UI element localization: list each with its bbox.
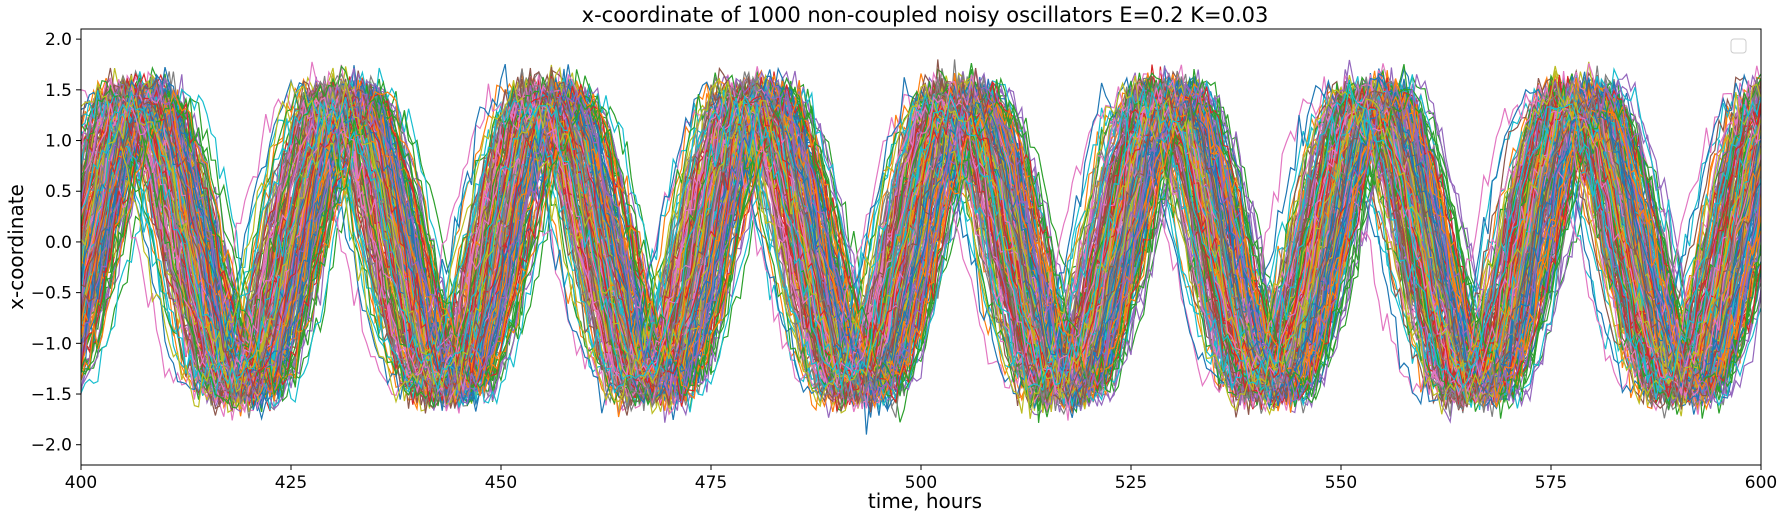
oscillator-series-line <box>81 72 1761 409</box>
y-tick-label: −0.5 <box>31 284 72 304</box>
y-tick-label: 2.0 <box>45 30 72 50</box>
oscillator-series-line <box>81 70 1761 419</box>
oscillator-series-line <box>81 63 1761 414</box>
x-axis-label: time, hours <box>868 489 982 513</box>
y-tick-label: −1.5 <box>31 385 72 405</box>
x-tick-label: 500 <box>905 473 937 493</box>
x-tick-label: 525 <box>1115 473 1147 493</box>
oscillator-series-line <box>81 79 1761 400</box>
x-tick-label: 575 <box>1535 473 1567 493</box>
oscillator-series-line <box>81 89 1761 397</box>
chart-title: x-coordinate of 1000 non-coupled noisy o… <box>582 3 1269 27</box>
y-tick-label: −2.0 <box>31 436 72 456</box>
x-tick-label: 550 <box>1325 473 1357 493</box>
legend-box <box>1730 38 1747 54</box>
y-tick-label: −1.0 <box>31 334 72 354</box>
x-tick-label: 450 <box>485 473 517 493</box>
oscillator-series-line <box>81 68 1761 410</box>
y-tick-label: 1.5 <box>45 81 72 101</box>
oscillator-series-line <box>81 76 1761 406</box>
y-axis-label: x-coordinate <box>4 184 28 310</box>
y-tick-label: 0.0 <box>45 233 72 253</box>
oscillator-series-line <box>81 80 1761 402</box>
y-tick-label: 1.0 <box>45 132 72 152</box>
x-tick-label: 425 <box>275 473 307 493</box>
y-axis: 2.0 1.5 1.0 0.5 0.0 −0.5 −1.0 −1.5 −2.0 <box>31 30 81 456</box>
x-tick-label: 475 <box>695 473 727 493</box>
oscillator-series-line <box>81 84 1761 401</box>
x-tick-label: 600 <box>1745 473 1777 493</box>
x-axis: 400 425 450 475 500 525 550 575 600 <box>65 465 1777 493</box>
oscillator-series-line <box>81 81 1761 404</box>
oscillator-series-line <box>81 67 1761 404</box>
y-tick-label: 0.5 <box>45 182 72 202</box>
oscillator-series-line <box>81 92 1761 399</box>
x-tick-label: 400 <box>65 473 97 493</box>
oscillator-series-line <box>81 74 1761 409</box>
oscillator-series-group <box>81 59 1761 435</box>
